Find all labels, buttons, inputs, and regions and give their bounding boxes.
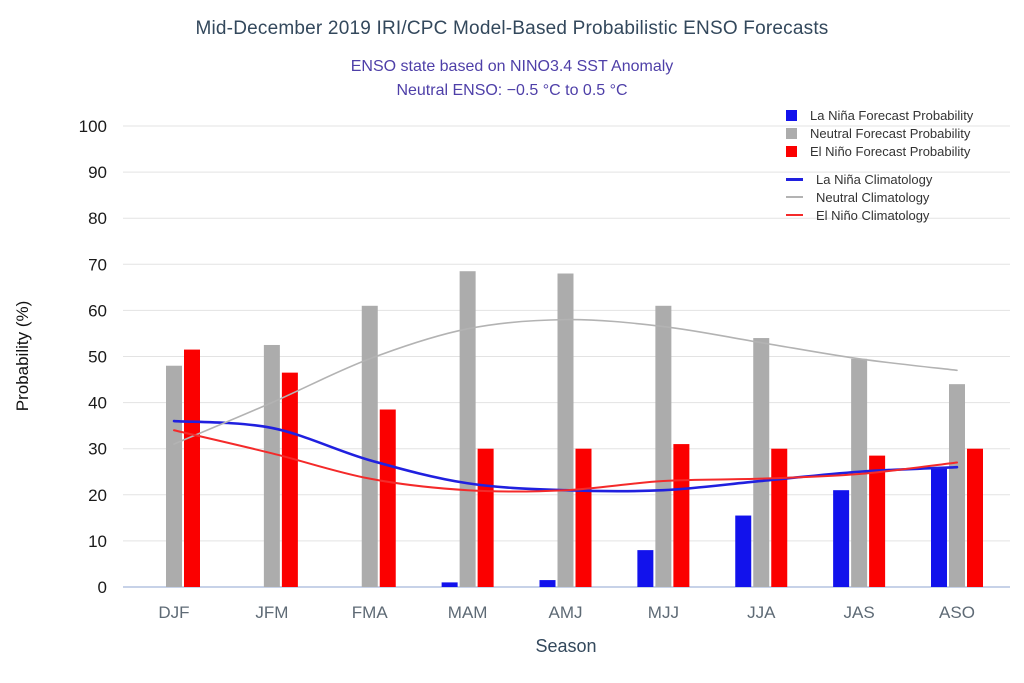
bar-el-ni-o-forecast-probability-JFM: [281, 372, 298, 587]
y-tick-label-70: 70: [88, 255, 107, 274]
bar-el-ni-o-forecast-probability-FMA: [379, 409, 396, 587]
x-tick-label-AMJ: AMJ: [549, 603, 583, 622]
chart-title: Mid-December 2019 IRI/CPC Model-Based Pr…: [195, 18, 829, 39]
y-tick-label-0: 0: [98, 578, 107, 597]
legend-label: El Niño Climatology: [816, 207, 930, 223]
x-tick-label-JJA: JJA: [747, 603, 776, 622]
bar-la-ni-a-forecast-probability-ASO: [931, 467, 947, 587]
legend-group-divider: [786, 160, 973, 170]
x-tick-label-MAM: MAM: [448, 603, 488, 622]
la-ni-a-climatology-line-icon: [786, 177, 803, 181]
bar-la-ni-a-forecast-probability-JJA: [735, 515, 752, 587]
y-tick-label-30: 30: [88, 440, 107, 459]
bar-la-ni-a-forecast-probability-JAS: [833, 490, 850, 587]
bar-neutral-forecast-probability-JJA: [753, 338, 770, 587]
bar-la-ni-a-forecast-probability-MJJ: [637, 550, 654, 587]
bar-neutral-forecast-probability-DJF: [166, 365, 182, 587]
bar-el-ni-o-forecast-probability-JAS: [869, 455, 886, 587]
la-ni-a-forecast-probability-swatch-icon: [786, 109, 797, 121]
legend-item-la-ni-a-forecast-probability: La Niña Forecast Probability: [786, 106, 973, 124]
legend-label: La Niña Climatology: [816, 171, 933, 187]
line-el-ni-o-climatology: [173, 429, 958, 493]
chart-subtitle-line2: Neutral ENSO: −0.5 °C to 0.5 °C: [396, 82, 628, 99]
el-ni-o-forecast-probability-swatch-icon: [786, 145, 797, 157]
x-axis-title: Season: [535, 636, 596, 656]
bar-el-ni-o-forecast-probability-MJJ: [673, 444, 690, 587]
y-axis-title: Probability (%): [13, 301, 32, 412]
y-tick-label-40: 40: [88, 394, 107, 413]
y-tick-label-90: 90: [88, 163, 107, 182]
chart-legend: La Niña Forecast Probability Neutral Fore…: [786, 106, 973, 224]
x-tick-label-JFM: JFM: [255, 603, 288, 622]
x-tick-label-JAS: JAS: [844, 603, 875, 622]
legend-label: El Niño Forecast Probability: [810, 143, 971, 159]
bar-la-ni-a-forecast-probability-MAM: [441, 582, 458, 587]
bar-neutral-forecast-probability-FMA: [361, 305, 378, 587]
y-tick-label-100: 100: [79, 117, 107, 136]
bar-la-ni-a-forecast-probability-AMJ: [539, 580, 556, 587]
chart-subtitle-line1: ENSO state based on NINO3.4 SST Anomaly: [350, 58, 674, 75]
x-tick-label-DJF: DJF: [158, 603, 189, 622]
y-tick-label-80: 80: [88, 209, 107, 228]
bar-el-ni-o-forecast-probability-DJF: [184, 349, 200, 587]
neutral-forecast-probability-swatch-icon: [786, 127, 797, 139]
legend-label: Neutral Forecast Probability: [810, 125, 971, 141]
legend-item-neutral-climatology: Neutral Climatology: [786, 188, 973, 206]
bar-el-ni-o-forecast-probability-MAM: [477, 448, 494, 587]
legend-label: La Niña Forecast Probability: [810, 107, 974, 123]
legend-item-el-ni-o-climatology: El Niño Climatology: [786, 206, 973, 224]
bar-neutral-forecast-probability-JFM: [263, 344, 280, 587]
legend-item-neutral-forecast-probability: Neutral Forecast Probability: [786, 124, 973, 142]
legend-label: Neutral Climatology: [816, 189, 930, 205]
bar-el-ni-o-forecast-probability-JJA: [771, 448, 788, 587]
bar-el-ni-o-forecast-probability-ASO: [967, 448, 983, 587]
x-tick-label-ASO: ASO: [939, 603, 975, 622]
bar-neutral-forecast-probability-ASO: [949, 384, 965, 587]
bar-neutral-forecast-probability-MAM: [459, 271, 476, 587]
y-tick-label-10: 10: [88, 532, 107, 551]
el-ni-o-climatology-line-icon: [786, 214, 803, 216]
y-tick-label-50: 50: [88, 347, 107, 366]
neutral-climatology-line-icon: [786, 196, 803, 198]
bar-neutral-forecast-probability-AMJ: [557, 273, 574, 587]
bar-neutral-forecast-probability-MJJ: [655, 305, 672, 587]
x-tick-label-MJJ: MJJ: [648, 603, 679, 622]
y-tick-label-20: 20: [88, 486, 107, 505]
legend-item-la-ni-a-climatology: La Niña Climatology: [786, 170, 973, 188]
legend-item-el-ni-o-forecast-probability: El Niño Forecast Probability: [786, 142, 973, 160]
x-tick-label-FMA: FMA: [352, 603, 389, 622]
line-neutral-climatology: [173, 318, 958, 445]
bar-el-ni-o-forecast-probability-AMJ: [575, 448, 592, 587]
y-tick-label-60: 60: [88, 301, 107, 320]
